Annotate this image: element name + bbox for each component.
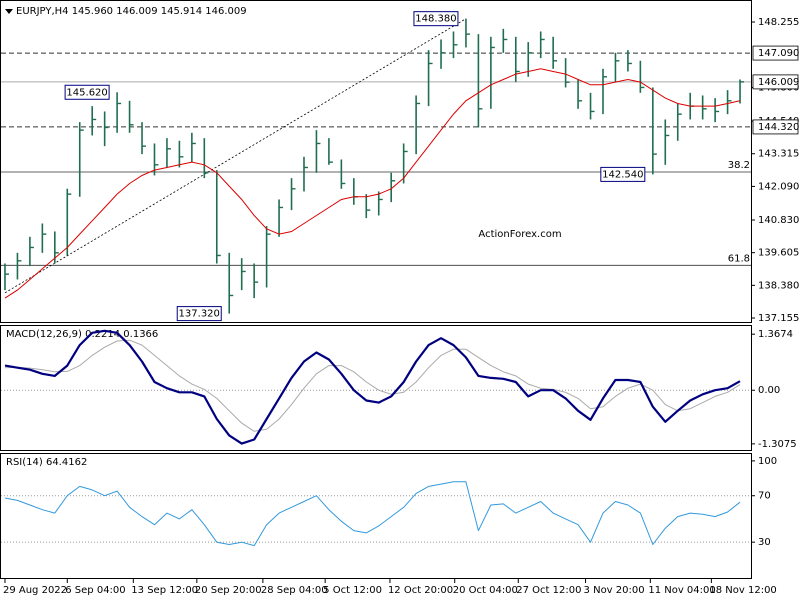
x-tick-label: 5 Oct 12:00: [323, 585, 382, 596]
moving-average: [4, 68, 741, 299]
indicator-line: [4, 481, 741, 547]
annotation-label: 145.620: [66, 87, 107, 98]
level-box: [752, 119, 799, 135]
level-label: 147.090: [758, 48, 799, 59]
plot-layer: 148.255145.800144.540143.315142.090140.8…: [1, 6, 799, 596]
y-tick-label: -1.3075: [758, 439, 797, 450]
macd-frame: [0, 325, 752, 451]
annotation-label: 148.380: [415, 14, 456, 25]
x-tick-label: 13 Sep 12:00: [131, 585, 198, 596]
level-box: [752, 45, 799, 61]
x-tick-label: 27 Oct 12:00: [516, 585, 581, 596]
fib-label: 38.2: [728, 160, 750, 171]
level-box: [752, 74, 799, 90]
level-label: 146.009: [758, 77, 799, 88]
panel-title: RSI(14) 64.4162: [6, 457, 87, 468]
x-tick-label: 12 Oct 20:00: [388, 585, 453, 596]
level-label: 144.320: [758, 122, 799, 133]
x-tick-label: 20 Oct 04:00: [453, 585, 518, 596]
y-tick-label: 139.605: [758, 248, 799, 259]
rsi-frame: [0, 453, 752, 579]
x-tick-label: 29 Aug 2022: [3, 585, 67, 596]
y-tick-label: 148.255: [758, 17, 799, 28]
annotation-box: [64, 84, 110, 100]
panel-title: EURJPY,H4 145.960 146.009 145.914 146.00…: [16, 6, 247, 17]
fib-label: 61.8: [728, 253, 750, 264]
annotation-box: [600, 166, 646, 182]
panel-title: MACD(12,26,9) 0.2214 0.1366: [6, 329, 158, 340]
x-tick-label: 11 Nov 04:00: [648, 585, 715, 596]
annotation-label: 142.540: [602, 169, 643, 180]
annotation-box: [176, 306, 222, 322]
x-tick-label: 6 Sep 04:00: [65, 585, 125, 596]
y-tick-label: 0.00: [758, 385, 780, 396]
indicator-line: [4, 329, 741, 445]
y-tick-label: 142.090: [758, 181, 799, 192]
y-tick-label: 138.380: [758, 280, 799, 291]
x-tick-label: 20 Sep 20:00: [195, 585, 262, 596]
x-tick-label: 28 Sep 04:00: [261, 585, 328, 596]
annotation-box: [413, 11, 459, 27]
y-tick-label: 70: [758, 491, 771, 502]
x-tick-label: 3 Nov 20:00: [584, 585, 645, 596]
y-tick-label: 140.830: [758, 215, 799, 226]
y-tick-label: 137.155: [758, 313, 799, 324]
y-tick-label: 143.315: [758, 149, 799, 160]
watermark: ActionForex.com: [478, 229, 561, 240]
panel-frames: [0, 0, 752, 579]
price-frame: [0, 0, 752, 323]
trendline: [4, 18, 467, 294]
y-tick-label: 1.3674: [758, 329, 793, 340]
y-tick-label: 100: [758, 456, 777, 467]
symbol-icon: [5, 9, 13, 14]
x-tick-label: 18 Nov 12:00: [709, 585, 776, 596]
y-tick-label: 30: [758, 537, 771, 548]
annotation-label: 137.320: [179, 309, 220, 320]
indicator-line: [4, 339, 741, 432]
